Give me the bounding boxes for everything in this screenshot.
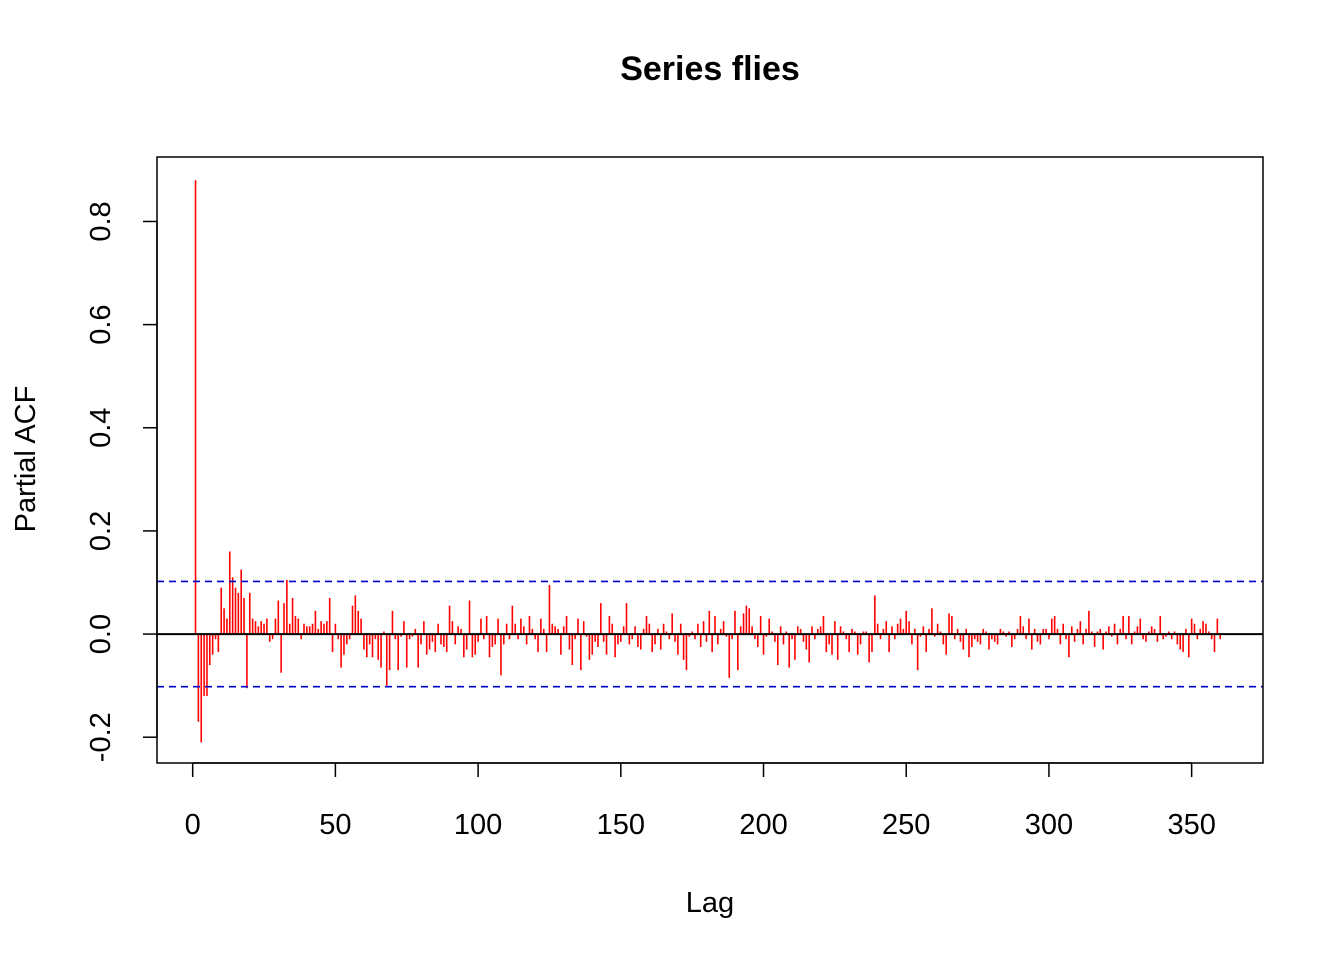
reference-lines (157, 580, 1263, 688)
y-axis: -0.2 0.0 0.2 0.4 0.6 0.8 (85, 201, 158, 762)
y-tick-label: 0.6 (85, 304, 117, 344)
y-tick-label: 0.4 (85, 408, 117, 448)
y-tick-label: 0.8 (85, 201, 117, 241)
x-tick-label: 50 (319, 809, 351, 841)
x-axis: 0 50 100 150 200 250 300 350 (185, 762, 1216, 841)
x-tick-label: 200 (739, 809, 787, 841)
x-tick-label: 250 (882, 809, 930, 841)
y-tick-label: 0.0 (85, 614, 117, 654)
x-axis-label: Lag (686, 887, 734, 919)
x-tick-label: 350 (1167, 809, 1215, 841)
x-tick-label: 100 (454, 809, 502, 841)
y-tick-label: -0.2 (85, 712, 117, 762)
x-tick-label: 0 (185, 809, 201, 841)
chart-title: Series flies (620, 50, 800, 88)
plot-frame (156, 156, 1264, 764)
x-tick-label: 150 (597, 809, 645, 841)
y-axis-label: Partial ACF (10, 386, 42, 533)
x-tick-label: 300 (1025, 809, 1073, 841)
y-tick-label: 0.2 (85, 511, 117, 551)
pacf-bars (194, 180, 1221, 743)
